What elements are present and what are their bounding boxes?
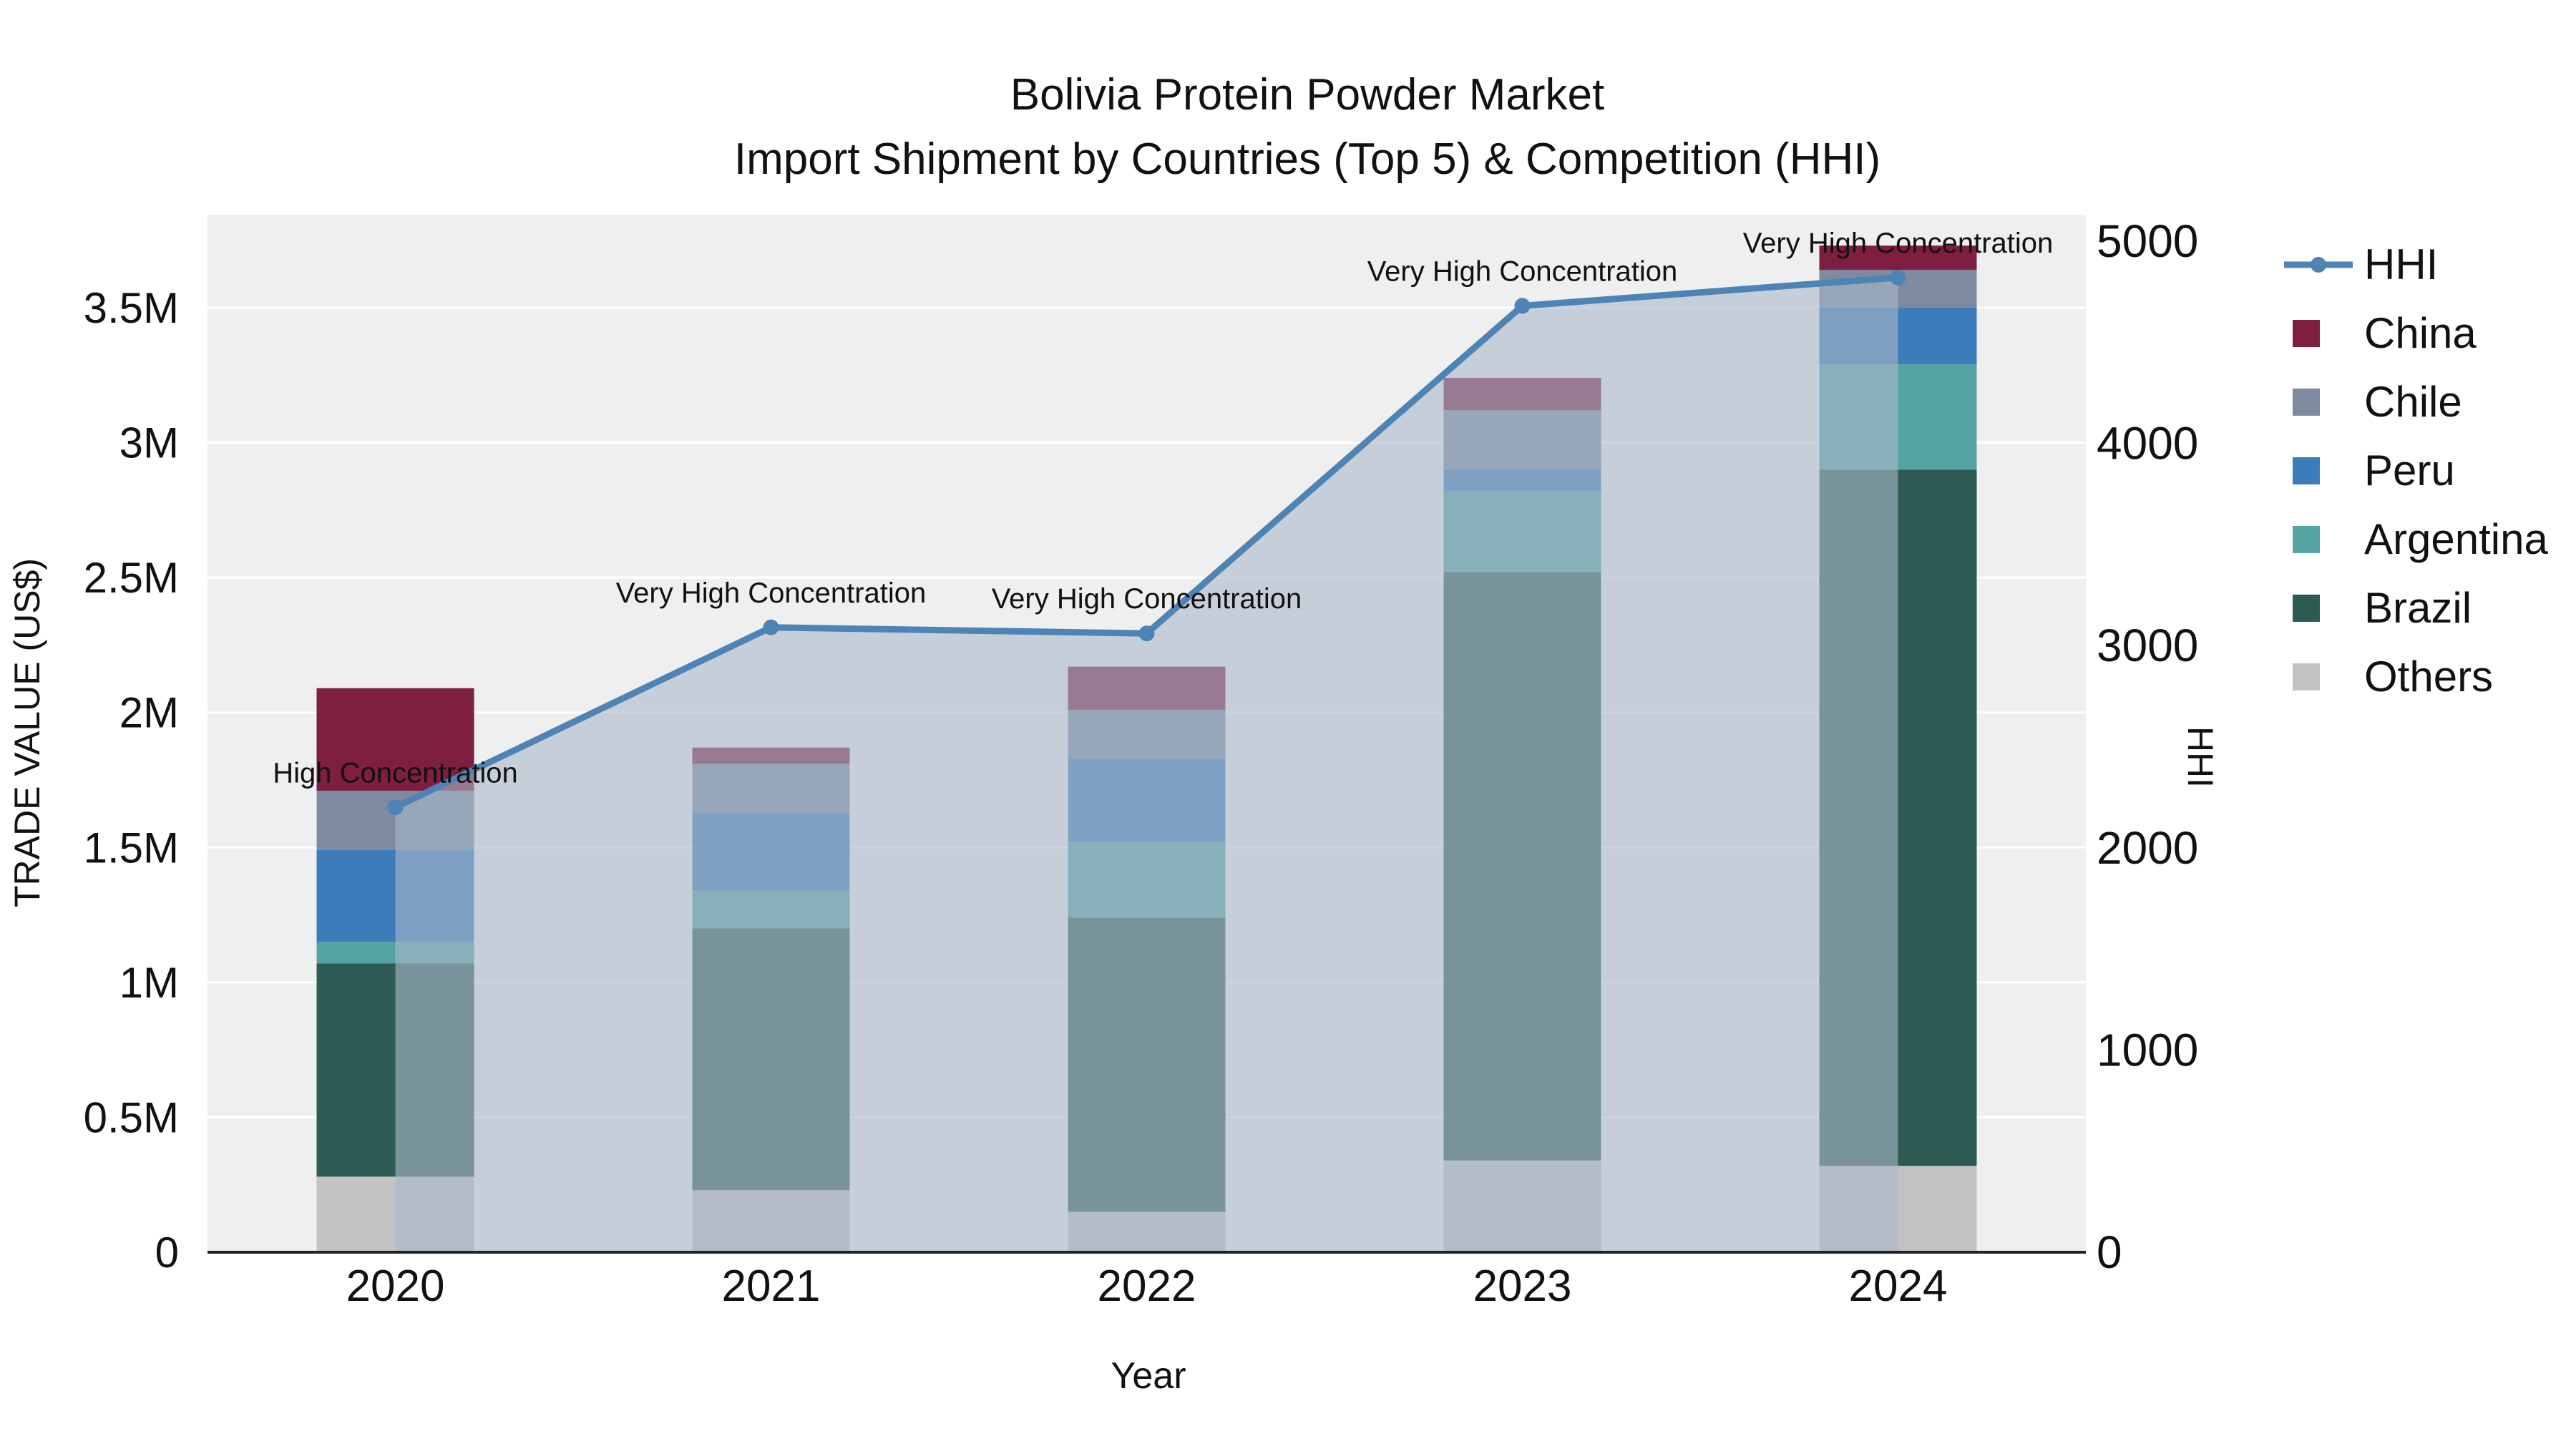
- x-axis-title: Year: [1111, 1355, 1186, 1397]
- x-axis-tick-label: 2023: [1473, 1262, 1572, 1311]
- legend-label-peru: Peru: [2364, 447, 2455, 494]
- legend-swatch-china: [2293, 320, 2320, 347]
- legend-label-argentina: Argentina: [2364, 515, 2548, 563]
- legend-label-brazil: Brazil: [2364, 584, 2472, 632]
- annotation-2023: Very High Concentration: [1367, 255, 1678, 287]
- hhi-marker-2022: [1138, 625, 1155, 642]
- left-axis-tick-label: 0.5M: [84, 1093, 179, 1141]
- legend-swatch-peru: [2293, 457, 2320, 484]
- hhi-marker-2021: [763, 619, 779, 635]
- legend-label-hhi: HHI: [2364, 240, 2438, 288]
- legend-item-brazil[interactable]: Brazil: [2293, 584, 2472, 632]
- right-axis-tick-label: 0: [2097, 1226, 2122, 1278]
- hhi-marker-2020: [387, 799, 404, 816]
- right-axis-tick-label: 2000: [2097, 822, 2198, 874]
- legend-item-argentina[interactable]: Argentina: [2293, 515, 2548, 563]
- right-axis-tick-label: 1000: [2097, 1024, 2198, 1075]
- left-axis-tick-label: 1.5M: [84, 824, 179, 872]
- annotation-2021: Very High Concentration: [616, 577, 927, 609]
- legend-item-peru[interactable]: Peru: [2293, 447, 2455, 494]
- right-axis-tick-label: 3000: [2097, 620, 2198, 671]
- annotation-2022: Very High Concentration: [992, 583, 1302, 615]
- legend-label-chile: Chile: [2364, 378, 2462, 426]
- legend-swatch-argentina: [2293, 526, 2320, 553]
- legend-item-china[interactable]: China: [2293, 309, 2477, 357]
- legend-item-chile[interactable]: Chile: [2293, 378, 2462, 426]
- x-axis-tick-label: 2021: [722, 1262, 821, 1311]
- hhi-marker-2024: [1890, 269, 1906, 286]
- left-axis-tick-label: 1M: [119, 959, 179, 1007]
- chart-title-line1: Bolivia Protein Powder Market: [1010, 70, 1605, 119]
- legend-swatch-brazil: [2293, 595, 2320, 622]
- legend-marker-symbol: [2311, 257, 2326, 273]
- legend-item-hhi[interactable]: HHI: [2284, 240, 2438, 288]
- left-axis-tick-label: 3M: [119, 419, 179, 467]
- legend-label-china: China: [2364, 309, 2477, 357]
- legend-item-others[interactable]: Others: [2293, 653, 2493, 701]
- x-axis-tick-label: 2022: [1098, 1262, 1196, 1311]
- right-axis-tick-label: 4000: [2097, 418, 2198, 469]
- legend-swatch-chile: [2293, 389, 2320, 416]
- hhi-area: [395, 277, 1898, 1252]
- right-axis-tick-label: 5000: [2097, 215, 2198, 267]
- x-axis-tick-label: 2020: [346, 1262, 445, 1311]
- left-axis-tick-label: 2.5M: [84, 554, 179, 602]
- legend-label-others: Others: [2364, 653, 2493, 701]
- bar-segment-china-2024: [1819, 245, 1977, 270]
- chart-title: Bolivia Protein Powder Market Import Shi…: [734, 63, 1880, 192]
- chart-title-line2: Import Shipment by Countries (Top 5) & C…: [733, 134, 1881, 184]
- legend-swatch-others: [2293, 663, 2320, 691]
- left-axis-tick-label: 3.5M: [84, 284, 179, 332]
- annotation-2020: High Concentration: [273, 757, 517, 789]
- annotation-2024: Very High Concentration: [1743, 228, 2054, 259]
- bar-segment-china-2020: [316, 688, 474, 791]
- left-axis-tick-label: 2M: [119, 689, 179, 737]
- left-axis-tick-label: 0: [155, 1229, 179, 1277]
- hhi-marker-2023: [1514, 298, 1531, 314]
- x-axis-tick-label: 2024: [1849, 1262, 1948, 1311]
